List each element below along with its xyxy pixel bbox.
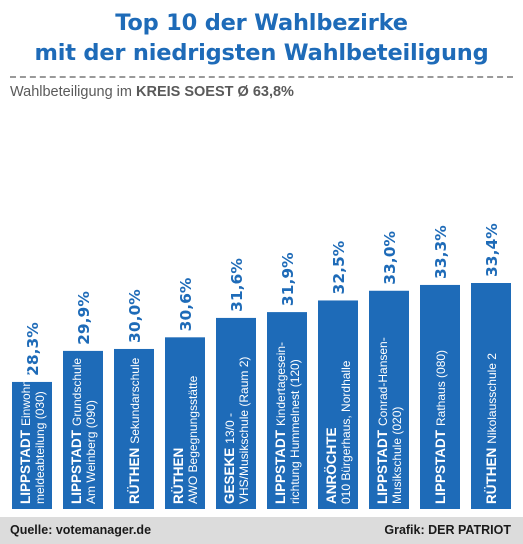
bar-label-detail: Conrad-Hansen-: [376, 337, 390, 426]
source-credit: Quelle: votemanager.de: [10, 523, 152, 537]
chart-title-line-1: Top 10 der Wahlbezirke: [115, 10, 408, 36]
bar: [12, 381, 52, 509]
bar: [471, 283, 511, 509]
bar-group: 33,0% LIPPSTADT Conrad-Hansen-Musikschule …: [369, 231, 409, 509]
value-label: 29,9%: [75, 291, 93, 345]
bar: [165, 337, 205, 509]
bar-label-detail: Sekundarschule: [128, 357, 142, 443]
bar: [267, 312, 307, 509]
bar-label-detail: Einwohner-: [19, 365, 33, 426]
bar-label-town: LIPPSTADT: [433, 429, 448, 504]
bar-label-town: LIPPSTADT: [273, 429, 288, 504]
bar-label-line: 010 Bürgerhaus, Nordhalle: [339, 360, 353, 504]
bar-label-line: richtung Hummelnest (120): [288, 359, 302, 504]
bar-label-line: Musikschule (020): [390, 407, 404, 504]
bar-group: 31,9% LIPPSTADT Kindertagesein-richtung Hu…: [267, 252, 307, 509]
value-label: 31,6%: [228, 258, 246, 312]
bar-group: 33,3% LIPPSTADT Rathaus (080): [420, 225, 460, 509]
bar-label-detail: Nikolausschule 2: [485, 353, 499, 444]
chart-title: Top 10 der Wahlbezirke mit der niedrigst…: [0, 8, 523, 68]
bar-label-detail: Grundschule: [70, 358, 84, 426]
value-label: 32,5%: [330, 240, 348, 294]
value-label: 28,3%: [24, 322, 42, 376]
bar-label: RÜTHEN Sekundarschule: [127, 357, 142, 504]
value-label: 33,4%: [483, 223, 501, 277]
bar-group: 30,6% RÜTHEN AWO Begegnungsstätte: [165, 277, 205, 509]
bar-group: 31,6% GESEKE 13/0 - VHS/Musikschule (Raum 2…: [216, 258, 256, 509]
value-label: 33,3%: [432, 225, 450, 279]
value-label: 30,0%: [126, 289, 144, 343]
bar: [114, 348, 154, 509]
bar-label-town: LIPPSTADT: [375, 429, 390, 504]
bar-group: 32,5% ANRÖCHTE 010 Bürgerhaus, Nordhalle: [318, 240, 358, 509]
chart-title-line-2: mit der niedrigsten Wahlbeteiligung: [34, 40, 489, 66]
bar-label-detail: Rathaus (080): [434, 350, 448, 426]
bar-label-detail: Kindertagesein-: [274, 342, 288, 426]
value-label: 30,6%: [177, 277, 195, 331]
bar-label: LIPPSTADT Grundschule: [69, 358, 84, 504]
bar-label-line: meldeabteilung (030): [33, 391, 47, 504]
bar-label-town: GESEKE: [222, 448, 237, 504]
bar-label-town: ANRÖCHTE: [324, 428, 339, 505]
bar-label: LIPPSTADT Rathaus (080): [433, 350, 448, 504]
bar: [369, 290, 409, 509]
value-label: 33,0%: [381, 231, 399, 285]
bar-label: ANRÖCHTE: [324, 428, 339, 505]
bar-label-town: RÜTHEN: [484, 448, 499, 504]
graphic-credit: Grafik: DER PATRIOT: [384, 523, 511, 537]
bar-label-line: Am Weinberg (090): [84, 400, 98, 504]
bar-label-detail: 13/0 -: [223, 413, 237, 444]
bar-label-town: LIPPSTADT: [69, 429, 84, 504]
bar-label: LIPPSTADT Kindertagesein-: [273, 342, 288, 504]
bar-label-town: LIPPSTADT: [18, 429, 33, 504]
bar-label-town: RÜTHEN: [127, 448, 142, 504]
dashed-divider: [10, 76, 513, 78]
value-label: 31,9%: [279, 252, 297, 306]
bar-label-line: AWO Begegnungsstätte: [186, 375, 200, 504]
footer-bar: Quelle: votemanager.de Grafik: DER PATRI…: [0, 517, 523, 544]
bar-label: RÜTHEN Nikolausschule 2: [484, 353, 499, 504]
bar-label-line: VHS/Musikschule (Raum 2): [237, 357, 251, 504]
bar-label: LIPPSTADT Conrad-Hansen-: [375, 337, 390, 504]
bar: [318, 300, 358, 509]
bar-group: 33,4% RÜTHEN Nikolausschule 2: [471, 223, 511, 509]
bar-group: 28,3% LIPPSTADT Einwohner-meldeabteilung (…: [12, 322, 52, 509]
bar-group: 30,0% RÜTHEN Sekundarschule: [114, 289, 154, 509]
bar: [420, 284, 460, 509]
bar-label: LIPPSTADT Einwohner-: [18, 365, 33, 504]
subtitle-region-average: KREIS SOEST Ø 63,8%: [136, 84, 294, 100]
chart-subtitle: Wahlbeteiligung im KREIS SOEST Ø 63,8%: [10, 84, 294, 100]
bar-label: RÜTHEN: [171, 448, 186, 504]
bar-label-town: RÜTHEN: [171, 448, 186, 504]
bar: [63, 350, 103, 509]
subtitle-prefix: Wahlbeteiligung im: [10, 84, 132, 100]
bar: [216, 317, 256, 509]
bar-label: GESEKE 13/0 -: [222, 413, 237, 504]
